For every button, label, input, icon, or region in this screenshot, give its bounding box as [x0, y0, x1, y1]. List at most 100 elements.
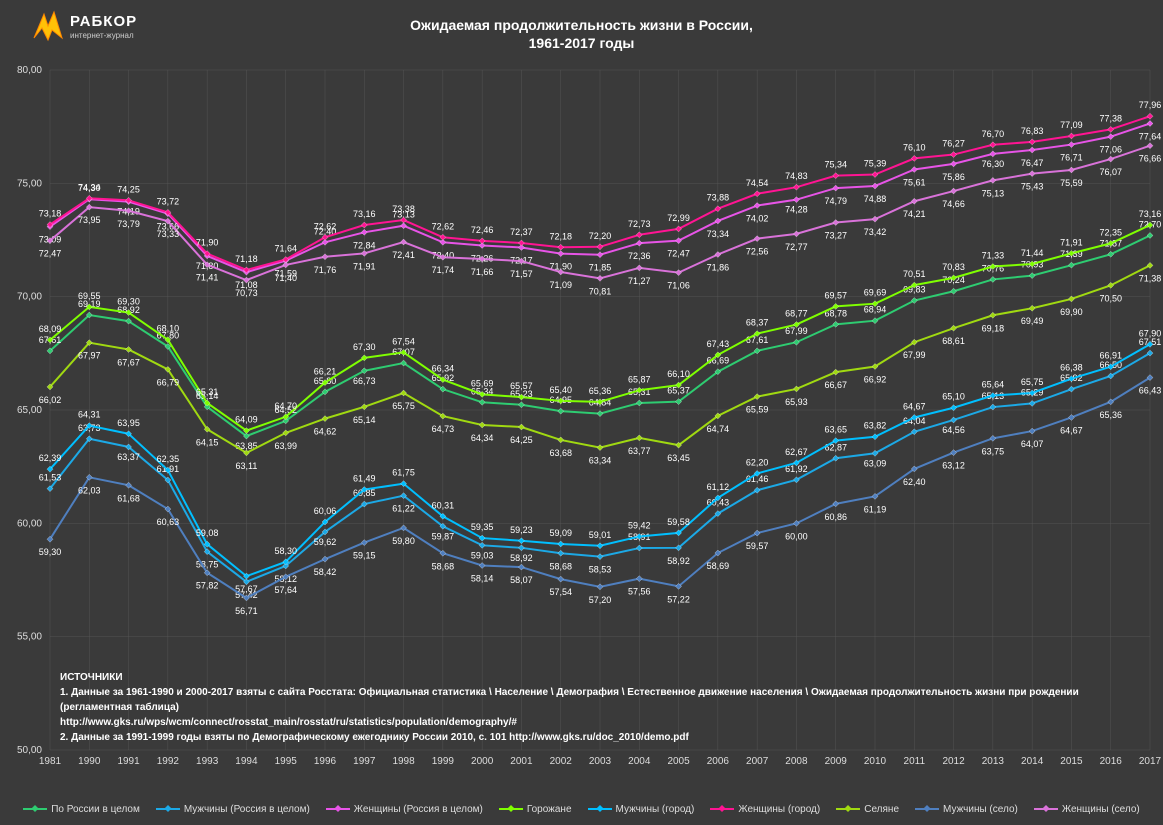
x-tick-label: 1997 [353, 756, 376, 767]
data-label: 66,73 [353, 376, 376, 386]
marker [1068, 414, 1074, 420]
data-label: 58,07 [510, 575, 533, 585]
marker [440, 234, 446, 240]
marker [558, 437, 564, 443]
data-label: 72,36 [628, 251, 651, 261]
marker [1147, 113, 1153, 119]
data-label: 73,16 [353, 209, 376, 219]
data-label: 61,75 [392, 468, 415, 478]
data-label: 64,07 [1021, 439, 1044, 449]
data-label: 74,34 [78, 182, 101, 192]
marker [911, 167, 917, 173]
marker [479, 422, 485, 428]
x-tick-label: 2003 [589, 756, 612, 767]
legend-label: Женщины (Россия в целом) [354, 804, 483, 815]
data-label: 73,79 [117, 219, 140, 229]
marker [1068, 133, 1074, 139]
data-label: 66,91 [1099, 351, 1122, 361]
data-label: 58,30 [274, 546, 297, 556]
marker [518, 424, 524, 430]
legend-swatch [710, 808, 734, 810]
x-tick-label: 2009 [825, 756, 848, 767]
data-label: 66,38 [1060, 363, 1083, 373]
y-tick-label: 55,00 [17, 632, 42, 643]
data-label: 59,23 [510, 525, 533, 535]
marker [558, 408, 564, 414]
data-label: 63,11 [235, 461, 257, 471]
legend-label: Мужчины (село) [943, 804, 1018, 815]
data-label: 64,09 [235, 415, 258, 425]
marker [1108, 134, 1114, 140]
data-label: 72,18 [549, 231, 572, 241]
marker [793, 231, 799, 237]
data-label: 64,56 [942, 425, 965, 435]
data-label: 64,67 [1060, 425, 1083, 435]
data-label: 77,38 [1099, 113, 1122, 123]
data-label: 68,77 [785, 309, 808, 319]
data-label: 65,59 [746, 405, 769, 415]
data-label: 73,38 [392, 204, 415, 214]
marker [1147, 143, 1153, 149]
legend-swatch [326, 808, 350, 810]
data-label: 66,43 [1139, 386, 1162, 396]
sources-heading: ИСТОЧНИКИ [60, 670, 1110, 685]
data-label: 76,66 [1139, 154, 1162, 164]
data-label: 71,09 [549, 280, 572, 290]
data-label: 71,41 [196, 273, 219, 283]
data-label: 76,10 [903, 142, 926, 152]
data-label: 60,63 [157, 517, 180, 527]
legend-item: Горожане [499, 804, 572, 815]
data-label: 63,37 [117, 452, 140, 462]
data-label: 65,87 [628, 374, 651, 384]
data-label: 63,09 [864, 458, 887, 468]
x-tick-label: 2017 [1139, 756, 1162, 767]
legend-label: Селяне [864, 804, 899, 815]
legend-swatch [915, 808, 939, 810]
data-label: 59,30 [39, 547, 62, 557]
sources-line1: 1. Данные за 1961-1990 и 2000-2017 взяты… [60, 685, 1110, 715]
data-label: 58,53 [589, 565, 612, 575]
marker [1029, 273, 1035, 279]
x-tick-label: 1993 [196, 756, 219, 767]
marker [636, 232, 642, 238]
data-label: 59,03 [471, 550, 494, 560]
data-label: 65,31 [196, 387, 219, 397]
legend-item: По России в целом [23, 804, 140, 815]
data-label: 73,88 [707, 193, 730, 203]
marker [1068, 142, 1074, 148]
data-label: 77,09 [1060, 120, 1083, 130]
data-label: 72,41 [392, 250, 415, 260]
data-label: 65,40 [549, 385, 572, 395]
data-label: 72,62 [314, 221, 337, 231]
data-label: 72,62 [432, 221, 455, 231]
y-tick-label: 60,00 [17, 518, 42, 529]
marker [990, 177, 996, 183]
data-label: 72,56 [746, 247, 769, 257]
data-label: 64,25 [510, 435, 533, 445]
data-label: 68,09 [39, 324, 62, 334]
data-label: 59,87 [432, 531, 455, 541]
data-label: 74,21 [903, 209, 926, 219]
data-label: 74,83 [785, 171, 808, 181]
data-label: 59,58 [667, 517, 690, 527]
marker [1068, 386, 1074, 392]
data-label: 71,74 [432, 265, 455, 275]
data-label: 72,20 [589, 231, 612, 241]
data-label: 75,39 [864, 158, 887, 168]
x-tick-label: 1995 [275, 756, 298, 767]
data-label: 72,37 [510, 227, 533, 237]
marker [401, 223, 407, 229]
data-label: 62,40 [903, 477, 926, 487]
data-label: 77,64 [1139, 131, 1162, 141]
x-tick-label: 2013 [982, 756, 1005, 767]
marker [951, 325, 957, 331]
marker [636, 545, 642, 551]
data-label: 63,34 [589, 456, 612, 466]
data-label: 73,34 [707, 229, 730, 239]
marker [597, 275, 603, 281]
x-tick-label: 2001 [510, 756, 533, 767]
y-tick-label: 70,00 [17, 292, 42, 303]
data-label: 71,57 [510, 269, 533, 279]
marker [1068, 167, 1074, 173]
marker [990, 404, 996, 410]
